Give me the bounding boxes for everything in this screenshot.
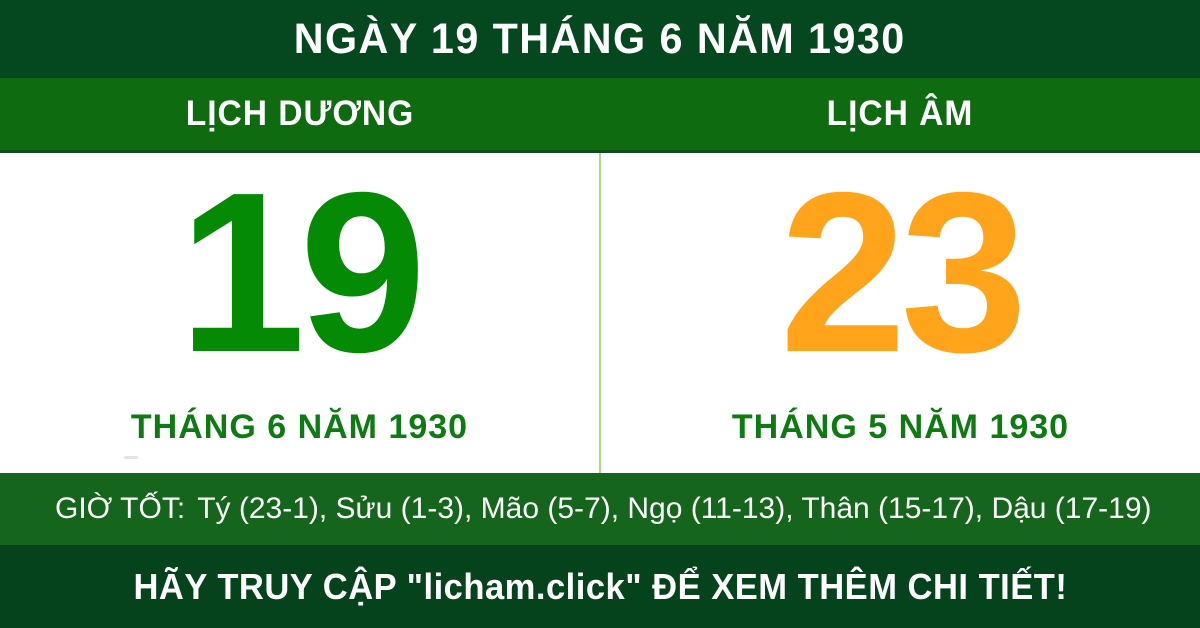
lunar-month-year-label: THÁNG 5 NĂM 1930 [731, 408, 1070, 446]
date-header: NGÀY 19 THÁNG 6 NĂM 1930 [0, 0, 1200, 78]
good-hours-list: Tý (23-1), Sửu (1-3), Mão (5-7), Ngọ (11… [197, 492, 1152, 525]
column-divider [599, 153, 601, 473]
lunar-day-number: 23 [779, 146, 1028, 400]
page-title: NGÀY 19 THÁNG 6 NĂM 1930 [294, 14, 906, 63]
good-hours-label: GIỜ TỐT: [55, 492, 186, 525]
calendar-type-bar: LỊCH DƯƠNG LỊCH ÂM [0, 78, 1200, 150]
solar-calendar-heading: LỊCH DƯƠNG [185, 94, 415, 133]
solar-date-column: 19 THÁNG 6 NĂM 1930 [0, 153, 599, 473]
artifact-mark [124, 456, 138, 459]
solar-day-number: 19 [178, 146, 427, 400]
good-hours-strip: GIỜ TỐT: Tý (23-1), Sửu (1-3), Mão (5-7)… [0, 473, 1200, 545]
solar-month-year-label: THÁNG 6 NĂM 1930 [130, 408, 469, 446]
footer-cta-text: HÃY TRUY CẬP "licham.click" ĐỂ XEM THÊM … [133, 565, 1067, 607]
lunar-date-column: 23 THÁNG 5 NĂM 1930 [601, 153, 1200, 473]
date-panel: 19 THÁNG 6 NĂM 1930 23 THÁNG 5 NĂM 1930 [0, 150, 1200, 473]
lunar-calendar-heading: LỊCH ÂM [826, 94, 974, 133]
site-footer: HÃY TRUY CẬP "licham.click" ĐỂ XEM THÊM … [0, 545, 1200, 628]
